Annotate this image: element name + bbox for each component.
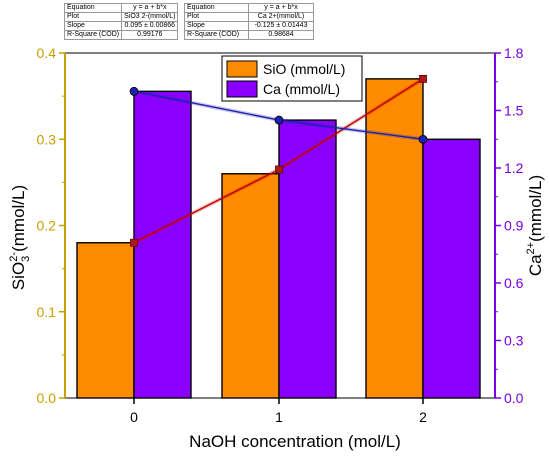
right-axis-title-base: Ca xyxy=(526,254,545,276)
right-axis-tick-label: 0.3 xyxy=(504,333,524,349)
x-axis-tick-label: 0 xyxy=(130,409,138,425)
bar-ca xyxy=(133,90,192,399)
x-axis-tick-label: 2 xyxy=(419,409,427,425)
left-axis-tick-label: 0.4 xyxy=(37,45,57,61)
sio-data-point xyxy=(419,74,427,83)
right-axis-tick-label: 1.8 xyxy=(504,45,524,61)
right-axis-title: Ca2+(mmol/L) xyxy=(525,175,545,276)
right-axis-tick-label: 0.0 xyxy=(504,390,524,406)
sio-data-point xyxy=(130,238,138,247)
fit-stats-value: 0.98684 xyxy=(248,30,314,40)
left-axis-tick-label: 0.2 xyxy=(37,218,57,234)
left-axis-title: SiO32-(mmol/L) xyxy=(8,185,32,290)
bar-sio xyxy=(221,173,280,399)
legend-swatch xyxy=(226,60,258,78)
fit-stats-table-ca: Equation y = a + b*x Plot Ca 2+(mmol/L) Slop… xyxy=(183,3,314,40)
left-axis-title-base: SiO xyxy=(9,262,28,290)
ca-data-point xyxy=(418,134,428,144)
fit-stats-row: R-Square (COD) 0.99176 xyxy=(63,30,179,40)
legend-label: Ca (mmol/L) xyxy=(263,81,340,97)
right-axis-title-superscript: 2+ xyxy=(525,242,537,255)
fit-stats-row: R-Square (COD) 0.98684 xyxy=(183,30,314,40)
left-axis-tick-label: 0.0 xyxy=(37,390,57,406)
left-axis-title-superscript: 2- xyxy=(8,252,20,262)
left-axis-tick-label: 0.1 xyxy=(37,304,57,320)
right-axis-tick-label: 1.2 xyxy=(504,160,524,176)
fit-stats-table-sio: Equation y = a + b*x Plot SiO3 2-(mmol/L) Sl… xyxy=(63,3,179,40)
bar-sio xyxy=(76,242,135,399)
x-axis-tick-label: 1 xyxy=(275,409,283,425)
fit-stats-label: R-Square (COD) xyxy=(183,30,250,40)
left-axis-tick-label: 0.3 xyxy=(37,131,57,147)
right-axis-tick-label: 0.6 xyxy=(504,275,524,291)
bar-sio xyxy=(365,78,424,399)
legend: SiO (mmol/L) Ca (mmol/L) xyxy=(221,55,363,102)
right-axis-tick-label: 1.5 xyxy=(504,103,524,119)
x-axis-title: NaOH concentration (mol/L) xyxy=(189,432,401,451)
fit-stats-value: 0.99176 xyxy=(121,30,179,40)
ca-data-point xyxy=(129,86,139,96)
sio-data-point xyxy=(275,165,283,174)
legend-swatch xyxy=(226,80,258,98)
right-axis-tick-label: 0.9 xyxy=(504,218,524,234)
right-axis-title-units: (mmol/L) xyxy=(526,175,545,242)
legend-label: SiO (mmol/L) xyxy=(263,61,345,77)
ca-data-point xyxy=(274,115,284,125)
left-axis-title-units: (mmol/L) xyxy=(9,185,28,252)
bar-ca xyxy=(422,138,481,399)
bar-ca xyxy=(278,119,337,399)
left-axis-title-subscript: 3 xyxy=(20,256,32,262)
